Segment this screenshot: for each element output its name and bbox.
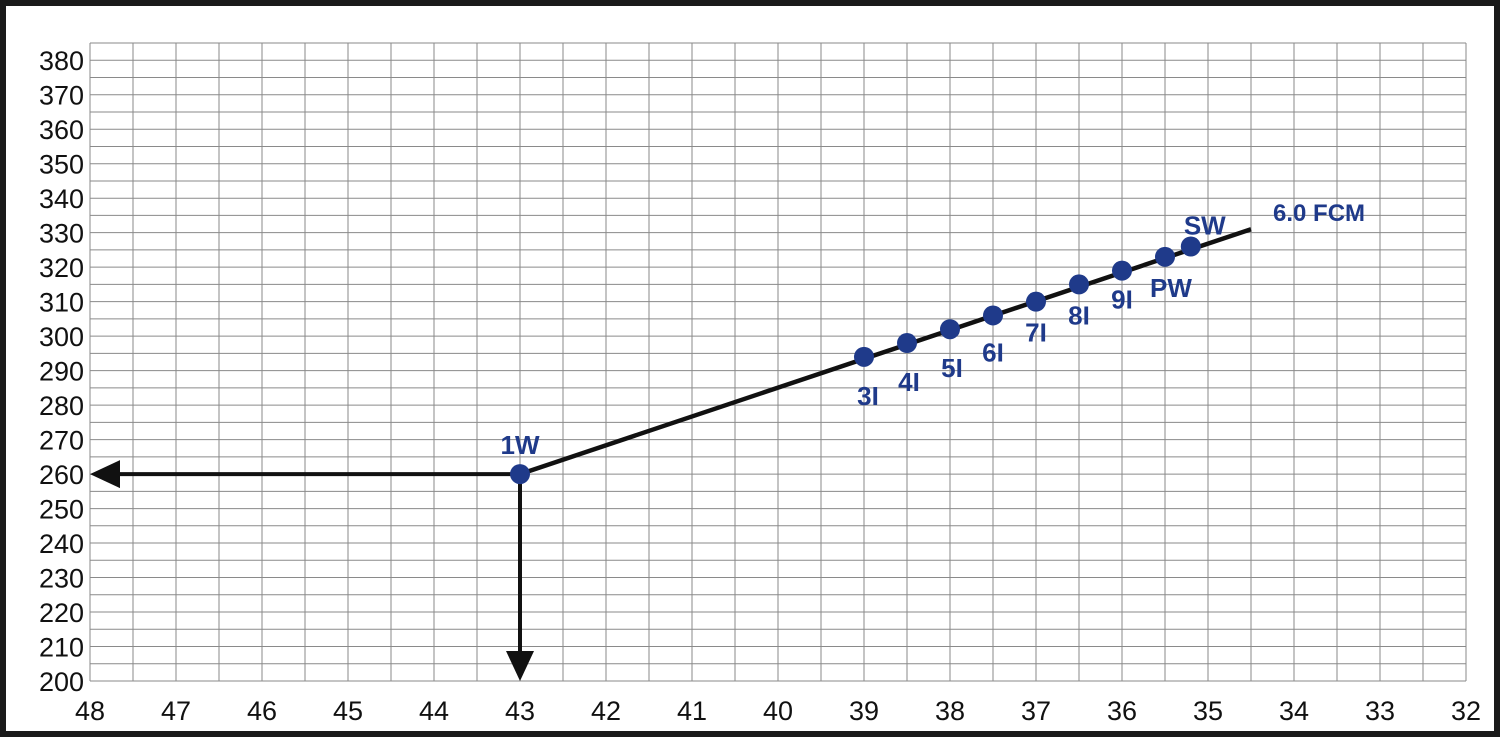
data-point <box>510 464 530 485</box>
data-point-label: PW <box>1150 273 1192 303</box>
series: 1W 3I 4I 5I 6I 7I 8I 9I PW SW 6.0 FCM <box>501 200 1365 485</box>
x-tick-label: 43 <box>505 696 535 726</box>
y-tick-label: 260 <box>39 460 84 490</box>
y-tick-label: 270 <box>39 426 84 456</box>
x-tick-label: 40 <box>763 696 793 726</box>
data-point-label: 7I <box>1025 318 1047 348</box>
data-point <box>1180 236 1201 257</box>
y-tick-label: 200 <box>39 667 84 697</box>
data-point-label: 3I <box>857 381 879 411</box>
y-tick-label: 290 <box>39 357 84 387</box>
y-tick-label: 360 <box>39 115 84 145</box>
y-tick-label: 230 <box>39 564 84 594</box>
data-point <box>1026 291 1046 312</box>
data-point <box>983 305 1003 326</box>
data-point <box>940 319 960 340</box>
x-tick-label: 42 <box>591 696 621 726</box>
y-axis-ticks: 200 210 220 230 240 250 260 270 280 290 300 310 320 3… <box>39 46 84 697</box>
data-point <box>1069 274 1089 295</box>
data-point <box>897 333 917 354</box>
y-tick-label: 350 <box>39 150 84 180</box>
x-axis-ticks: 48 47 46 45 44 43 42 41 40 39 38 37 36 35 34 33 32 <box>75 696 1481 726</box>
x-tick-label: 46 <box>247 696 277 726</box>
y-tick-label: 320 <box>39 253 84 283</box>
y-tick-label: 380 <box>39 46 84 76</box>
y-tick-label: 240 <box>39 529 84 559</box>
x-tick-label: 33 <box>1365 696 1395 726</box>
data-point-label: 5I <box>941 353 963 383</box>
x-tick-label: 35 <box>1193 696 1223 726</box>
x-tick-label: 47 <box>161 696 191 726</box>
y-tick-label: 370 <box>39 81 84 111</box>
y-tick-label: 310 <box>39 288 84 318</box>
data-point <box>1155 246 1175 267</box>
series-name-label: 6.0 FCM <box>1273 200 1365 227</box>
y-tick-label: 300 <box>39 322 84 352</box>
x-tick-label: 41 <box>677 696 707 726</box>
y-tick-label: 340 <box>39 184 84 214</box>
data-point-label: 6I <box>982 337 1004 367</box>
reference-arrow-head <box>90 460 120 489</box>
data-point-label: SW <box>1184 210 1226 240</box>
y-tick-label: 220 <box>39 598 84 628</box>
data-point-label: 9I <box>1111 285 1133 315</box>
x-tick-label: 44 <box>419 696 449 726</box>
data-point <box>854 346 874 367</box>
y-tick-label: 330 <box>39 219 84 249</box>
y-tick-label: 210 <box>39 633 84 663</box>
y-tick-label: 250 <box>39 495 84 525</box>
x-tick-label: 36 <box>1107 696 1137 726</box>
data-point-label: 1W <box>501 430 540 460</box>
reference-arrows <box>90 460 534 681</box>
y-tick-label: 280 <box>39 391 84 421</box>
data-point-label: 8I <box>1068 300 1090 330</box>
x-tick-label: 45 <box>333 696 363 726</box>
data-point <box>1112 260 1132 281</box>
x-tick-label: 32 <box>1451 696 1481 726</box>
x-tick-label: 37 <box>1021 696 1051 726</box>
x-tick-label: 38 <box>935 696 965 726</box>
reference-arrow-head <box>506 651 534 681</box>
x-tick-label: 34 <box>1279 696 1309 726</box>
data-point-label: 4I <box>898 367 920 397</box>
x-tick-label: 39 <box>849 696 879 726</box>
x-tick-label: 48 <box>75 696 105 726</box>
